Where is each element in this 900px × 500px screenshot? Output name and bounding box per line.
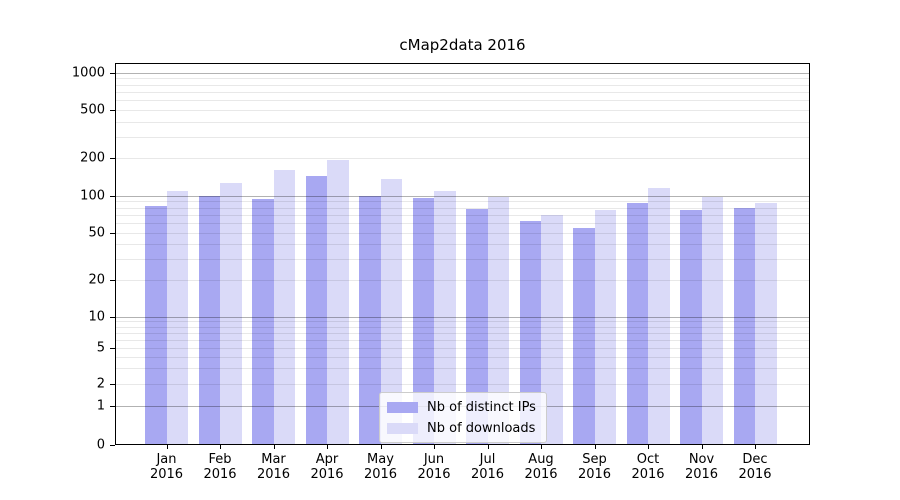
- x-tick-label-jun: Jun 2016: [417, 452, 451, 482]
- y-tick-mark: [110, 195, 115, 197]
- bar-downloads-dec: [755, 202, 777, 444]
- bar-distinct-ips-aug: [519, 221, 541, 444]
- bars-layer: [116, 64, 809, 444]
- y-tick-label: 1000: [71, 65, 105, 81]
- x-tick-mark: [487, 445, 489, 449]
- bar-downloads-mar: [273, 170, 295, 444]
- y-tick-label: 20: [88, 272, 105, 288]
- x-tick-mark: [380, 445, 382, 449]
- y-tick-mark: [110, 384, 115, 385]
- bar-distinct-ips-jun: [412, 197, 434, 444]
- legend-label-distinct-ips: Nb of distinct IPs: [427, 399, 536, 415]
- x-tick-mark: [434, 445, 435, 449]
- y-tick-mark: [110, 316, 115, 318]
- bar-distinct-ips-apr: [305, 176, 327, 444]
- x-tick-mark: [220, 445, 221, 449]
- y-tick-mark: [110, 232, 115, 234]
- y-tick-mark: [110, 110, 115, 111]
- y-tick-label: 100: [80, 188, 105, 204]
- y-tick-mark: [110, 406, 115, 407]
- bar-downloads-aug: [541, 214, 563, 444]
- x-tick-mark: [701, 445, 703, 449]
- x-tick-label-apr: Apr 2016: [310, 452, 344, 482]
- x-tick-label-jul: Jul 2016: [470, 452, 505, 482]
- bar-distinct-ips-mar: [252, 199, 274, 444]
- x-tick-label-mar: Mar 2016: [256, 452, 291, 482]
- bar-distinct-ips-jan: [145, 206, 167, 444]
- y-tick-label: 2: [96, 376, 105, 392]
- y-tick-mark: [110, 72, 115, 74]
- plot-area: Nb of distinct IPs Nb of downloads: [115, 63, 810, 445]
- y-tick-label: 1: [96, 398, 105, 414]
- bar-downloads-feb: [220, 182, 242, 444]
- legend: Nb of distinct IPs Nb of downloads: [379, 392, 547, 443]
- legend-swatch-distinct-ips: [387, 401, 418, 413]
- x-tick-mark: [594, 445, 596, 449]
- bar-downloads-jan: [166, 190, 188, 444]
- legend-swatch-downloads: [387, 422, 418, 434]
- chart-title: cMap2data 2016: [399, 36, 526, 54]
- y-tick-label: 0: [96, 437, 105, 452]
- y-tick-label: 10: [88, 309, 105, 324]
- y-tick-mark: [110, 348, 115, 349]
- x-tick-label-oct: Oct 2016: [631, 452, 665, 482]
- bar-distinct-ips-dec: [733, 207, 755, 444]
- y-tick-label: 50: [88, 225, 105, 240]
- bar-downloads-apr: [327, 159, 349, 444]
- x-tick-mark: [166, 445, 168, 449]
- x-tick-label-may: May 2016: [363, 452, 398, 482]
- y-tick-mark: [110, 444, 115, 446]
- x-tick-label-aug: Aug 2016: [524, 452, 558, 482]
- x-tick-mark: [541, 445, 542, 449]
- x-tick-label-nov: Nov 2016: [684, 452, 719, 482]
- y-tick-label: 500: [80, 102, 105, 118]
- x-tick-mark: [273, 445, 275, 449]
- bar-distinct-ips-feb: [198, 196, 220, 444]
- x-tick-mark: [327, 445, 328, 449]
- legend-item-downloads: Nb of downloads: [387, 419, 537, 437]
- y-tick-label: 200: [80, 150, 105, 166]
- y-tick-mark: [110, 280, 115, 281]
- legend-item-distinct-ips: Nb of distinct IPs: [387, 398, 537, 416]
- y-tick-mark: [110, 158, 115, 160]
- bar-downloads-nov: [701, 196, 723, 444]
- bar-distinct-ips-sep: [573, 228, 595, 444]
- legend-label-downloads: Nb of downloads: [427, 420, 536, 436]
- bar-downloads-sep: [594, 210, 616, 444]
- x-tick-mark: [755, 445, 756, 449]
- bar-downloads-jun: [434, 190, 456, 444]
- y-tick-label: 5: [96, 340, 105, 356]
- bar-distinct-ips-may: [359, 196, 381, 444]
- x-tick-mark: [648, 445, 649, 449]
- bar-distinct-ips-jul: [466, 208, 488, 444]
- x-tick-label-jan: Jan 2016: [149, 452, 184, 482]
- bar-distinct-ips-nov: [680, 210, 702, 444]
- bar-downloads-jul: [487, 197, 509, 444]
- x-tick-label-dec: Dec 2016: [738, 452, 772, 482]
- x-tick-label-feb: Feb 2016: [203, 452, 237, 482]
- bar-downloads-may: [380, 178, 402, 444]
- x-tick-label-sep: Sep 2016: [577, 452, 612, 482]
- bar-downloads-oct: [648, 187, 670, 444]
- bar-distinct-ips-oct: [626, 203, 648, 444]
